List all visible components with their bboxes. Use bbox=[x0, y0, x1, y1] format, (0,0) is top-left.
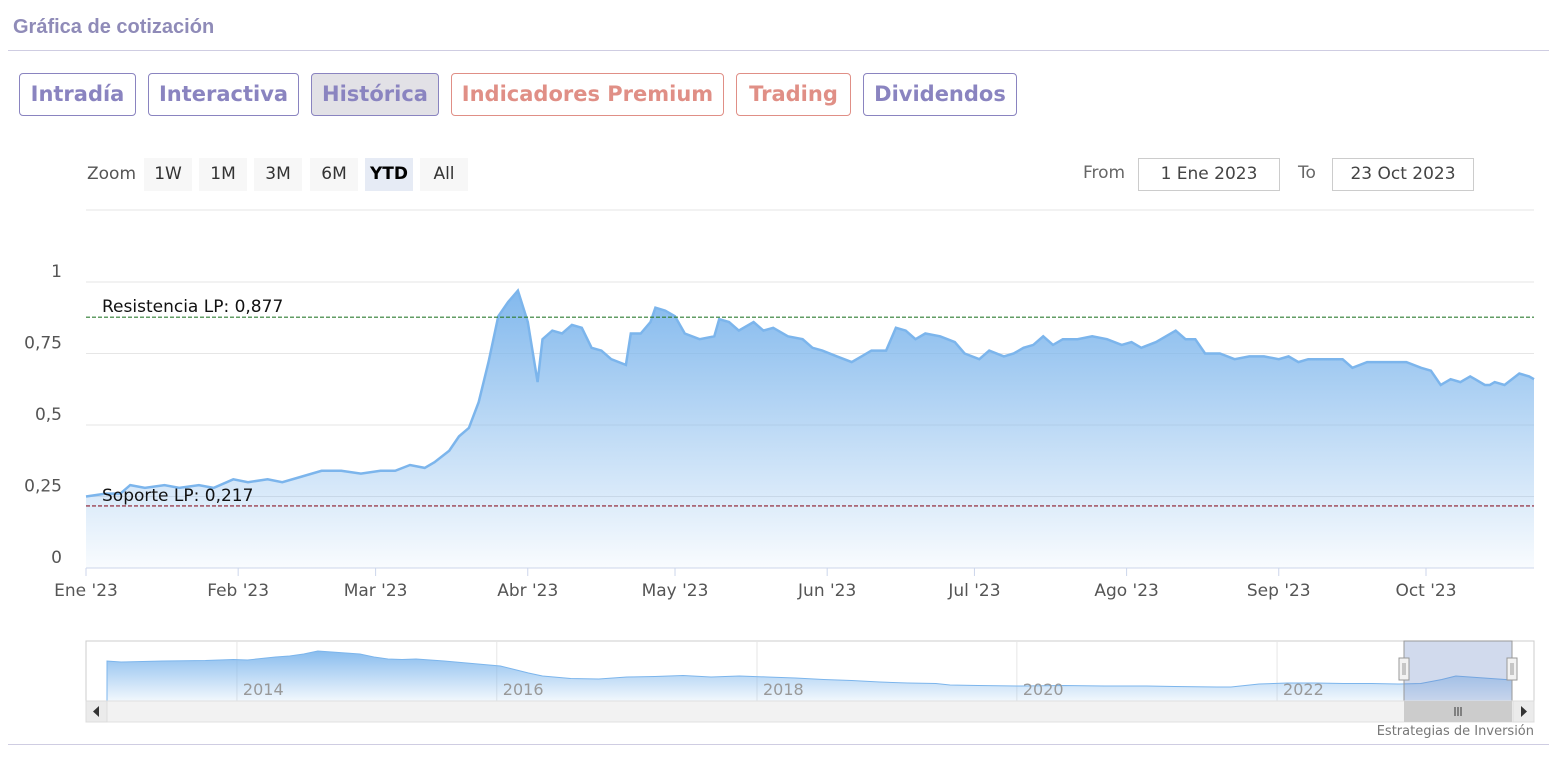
to-label: To bbox=[1298, 163, 1316, 183]
zoom-ytd-button[interactable]: YTD bbox=[365, 158, 413, 191]
navigator-tick-label: 2020 bbox=[1023, 680, 1064, 699]
x-tick-label: Ene '23 bbox=[54, 581, 118, 601]
zoom-1w-button[interactable]: 1W bbox=[144, 158, 192, 191]
series-area bbox=[86, 290, 1534, 568]
navigator-left-handle[interactable] bbox=[1398, 657, 1410, 681]
navigator-tick-label: 2018 bbox=[763, 680, 804, 699]
from-date-input[interactable]: 1 Ene 2023 bbox=[1138, 158, 1280, 191]
tab-intradia[interactable]: Intradía bbox=[19, 73, 136, 116]
x-tick-label: Abr '23 bbox=[497, 581, 558, 601]
section-title: Gráfica de cotización bbox=[13, 16, 215, 38]
credits-label: Estrategias de Inversión bbox=[1376, 724, 1534, 739]
scrollbar-left-arrow-icon bbox=[93, 706, 99, 717]
zoom-3m-button[interactable]: 3M bbox=[254, 158, 302, 191]
navigator-tick-label: 2014 bbox=[243, 680, 284, 699]
x-tick-label: Jul '23 bbox=[947, 581, 1000, 601]
x-tick-label: Jun '23 bbox=[797, 581, 856, 601]
to-date-input[interactable]: 23 Oct 2023 bbox=[1332, 158, 1474, 191]
navigator-tick-label: 2022 bbox=[1283, 680, 1324, 699]
x-tick-label: Oct '23 bbox=[1395, 581, 1456, 601]
x-tick-label: Mar '23 bbox=[344, 581, 408, 601]
bottom-divider bbox=[8, 744, 1549, 745]
navigator-tick-label: 2016 bbox=[503, 680, 544, 699]
y-tick-label: 1 bbox=[51, 262, 62, 282]
x-tick-label: May '23 bbox=[642, 581, 709, 601]
from-label: From bbox=[1083, 163, 1126, 183]
zoom-label: Zoom bbox=[87, 164, 137, 184]
navigator-selection[interactable] bbox=[1403, 640, 1513, 702]
x-axis: Ene '23 Feb '23 Mar '23 Abr '23 May '23 Jun '… bbox=[54, 568, 1457, 601]
y-tick-label: 0,75 bbox=[24, 334, 62, 354]
title-divider bbox=[8, 50, 1549, 51]
tab-dividendos[interactable]: Dividendos bbox=[863, 73, 1017, 116]
series-markers bbox=[85, 290, 1535, 497]
x-tick-label: Feb '23 bbox=[207, 581, 269, 601]
y-axis: 0 0,25 0,5 0,75 1 bbox=[24, 262, 62, 568]
scrollbar-grip-icon bbox=[1454, 707, 1462, 716]
zoom-6m-button[interactable]: 6M bbox=[310, 158, 358, 191]
x-tick-label: Sep '23 bbox=[1247, 581, 1311, 601]
tab-trading[interactable]: Trading bbox=[736, 73, 851, 116]
scrollbar-right-arrow-icon bbox=[1521, 706, 1527, 717]
navigator-axis: 2014 2016 2018 2020 2022 bbox=[243, 680, 1324, 699]
y-tick-label: 0,5 bbox=[35, 405, 62, 425]
zoom-1m-button[interactable]: 1M bbox=[199, 158, 247, 191]
tab-indicadores-premium[interactable]: Indicadores Premium bbox=[451, 73, 724, 116]
navigator[interactable]: 2014 2016 2018 2020 2022 bbox=[85, 640, 1535, 702]
zoom-all-button[interactable]: All bbox=[420, 158, 468, 191]
tab-historica[interactable]: Histórica bbox=[311, 73, 439, 116]
support-label: Soporte LP: 0,217 bbox=[102, 486, 253, 506]
scrollbar-track[interactable] bbox=[85, 700, 1535, 723]
navigator-right-handle[interactable] bbox=[1506, 657, 1518, 681]
tab-interactiva[interactable]: Interactiva bbox=[148, 73, 299, 116]
plot-lines: Resistencia LP: 0,877 Soporte LP: 0,217 bbox=[86, 297, 1534, 507]
navigator-area bbox=[106, 650, 1513, 702]
scrollbar[interactable] bbox=[85, 700, 1535, 723]
y-tick-label: 0 bbox=[51, 548, 62, 568]
series-line bbox=[85, 288, 1535, 498]
x-tick-label: Ago '23 bbox=[1094, 581, 1159, 601]
resistance-label: Resistencia LP: 0,877 bbox=[102, 297, 283, 317]
y-tick-label: 0,25 bbox=[24, 477, 62, 497]
